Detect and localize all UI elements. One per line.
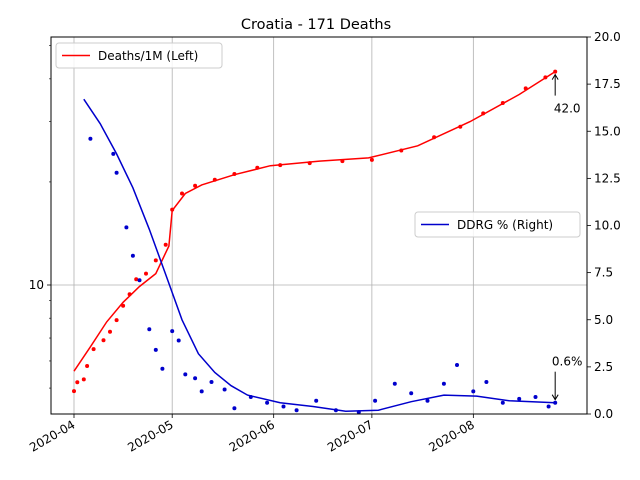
chart-title: Croatia - 171 Deaths	[241, 17, 391, 33]
data-point-ddrg	[425, 398, 430, 403]
data-point-ddrg	[88, 136, 93, 141]
data-point-ddrg	[232, 406, 237, 411]
data-point-ddrg	[160, 366, 165, 371]
data-point-deaths	[170, 207, 175, 212]
data-point-deaths	[114, 318, 119, 323]
data-point-ddrg	[500, 400, 505, 405]
annotation-arrowhead	[551, 73, 559, 80]
data-point-ddrg	[147, 327, 152, 332]
data-point-deaths	[81, 377, 86, 382]
data-point-ddrg	[546, 404, 551, 409]
series-line-ddrg	[83, 98, 556, 412]
data-point-ddrg	[409, 391, 414, 396]
data-point-deaths	[500, 101, 505, 105]
data-point-ddrg	[153, 347, 158, 352]
data-point-ddrg	[333, 408, 338, 413]
right-y-tick-label: 0.0	[594, 407, 613, 421]
series-layer	[72, 69, 558, 415]
data-point-ddrg	[248, 395, 253, 399]
data-point-deaths	[144, 271, 148, 276]
data-point-deaths	[432, 135, 437, 140]
right-y-tick-label: 7.5	[594, 266, 613, 280]
data-point-ddrg	[356, 410, 361, 415]
right-y-tick-label: 17.5	[594, 77, 621, 91]
annotation-deaths: 42.0	[551, 73, 581, 116]
legends: Deaths/1M (Left) DDRG % (Right)	[55, 42, 581, 238]
data-point-deaths	[458, 124, 463, 129]
data-point-ddrg	[193, 376, 198, 381]
data-point-ddrg	[176, 338, 181, 343]
data-point-ddrg	[209, 380, 214, 384]
data-point-ddrg	[130, 253, 135, 258]
data-point-deaths	[85, 364, 90, 368]
right-y-tick-label: 2.5	[594, 360, 613, 374]
data-point-ddrg	[183, 372, 188, 377]
data-point-deaths	[340, 159, 345, 164]
data-point-ddrg	[124, 225, 129, 230]
data-point-ddrg	[314, 398, 319, 403]
data-point-ddrg	[281, 404, 286, 409]
data-point-deaths	[212, 177, 217, 182]
data-point-ddrg	[199, 389, 204, 394]
data-point-deaths	[72, 389, 76, 394]
data-point-deaths	[307, 161, 312, 166]
data-point-deaths	[75, 380, 80, 385]
left-y-tick-label: 10	[29, 278, 44, 292]
annotation-ddrg: 0.6%	[551, 355, 583, 401]
right-y-tick-label: 15.0	[594, 124, 621, 138]
data-point-ddrg	[222, 387, 227, 392]
data-point-deaths	[121, 303, 126, 308]
legend-deaths: Deaths/1M (Left)	[55, 42, 223, 69]
data-point-deaths	[232, 172, 237, 176]
data-point-deaths	[553, 69, 558, 74]
data-point-ddrg	[114, 170, 119, 175]
data-point-deaths	[523, 86, 528, 91]
legend-box	[414, 211, 581, 238]
data-point-deaths	[108, 329, 112, 334]
data-point-deaths	[91, 347, 96, 352]
data-point-ddrg	[294, 408, 299, 413]
data-point-deaths	[134, 277, 139, 282]
data-point-ddrg	[373, 398, 378, 403]
data-point-deaths	[180, 191, 184, 196]
right-y-tick-label: 10.0	[594, 219, 621, 233]
data-point-ddrg	[441, 381, 446, 386]
annotation-arrowhead	[551, 394, 559, 401]
data-point-deaths	[153, 258, 158, 263]
data-point-deaths	[255, 165, 260, 170]
data-point-deaths	[543, 75, 548, 80]
legend-label: DDRG % (Right)	[457, 218, 553, 232]
annotation-label: 0.6%	[552, 355, 583, 369]
data-point-ddrg	[111, 151, 116, 156]
legend-label: Deaths/1M (Left)	[98, 49, 198, 63]
data-point-ddrg	[137, 278, 142, 283]
data-point-ddrg	[471, 389, 476, 394]
data-point-deaths	[399, 148, 404, 153]
data-point-deaths	[163, 242, 168, 247]
legend-ddrg: DDRG % (Right)	[414, 211, 581, 238]
data-point-ddrg	[265, 400, 270, 405]
legend-box	[55, 42, 223, 69]
data-point-deaths	[481, 111, 486, 116]
data-point-ddrg	[533, 395, 538, 399]
data-point-deaths	[193, 183, 198, 188]
data-point-deaths	[127, 292, 132, 297]
right-y-tick-label: 5.0	[594, 313, 613, 327]
annotation-label: 42.0	[554, 102, 581, 116]
data-point-deaths	[369, 157, 374, 162]
data-point-ddrg	[553, 400, 558, 405]
annotations: 42.0 0.6%	[551, 73, 583, 401]
data-point-deaths	[101, 338, 106, 343]
data-point-ddrg	[455, 363, 459, 367]
right-y-tick-label: 20.0	[594, 30, 621, 44]
series-line-deaths	[73, 70, 556, 372]
data-point-ddrg	[517, 396, 522, 401]
data-point-ddrg	[170, 329, 175, 334]
data-point-ddrg	[484, 380, 489, 384]
grid	[51, 37, 587, 414]
data-point-deaths	[278, 163, 283, 168]
data-point-ddrg	[392, 381, 397, 386]
right-y-tick-label: 12.5	[594, 171, 621, 185]
